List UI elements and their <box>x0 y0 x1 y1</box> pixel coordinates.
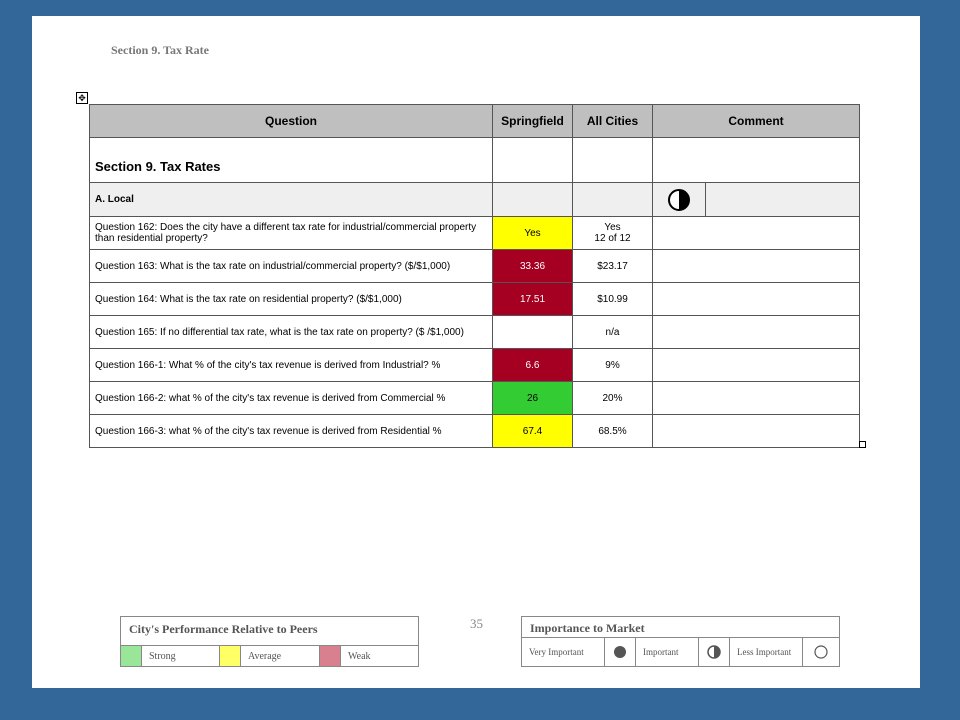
city-value-cell: 33.36 <box>492 249 573 283</box>
table-resize-handle[interactable] <box>859 441 866 448</box>
document-page: Section 9. Tax Rate ✥ Question Springfie… <box>32 16 920 688</box>
importance-legend-title: Importance to Market <box>522 617 839 638</box>
page-number: 35 <box>470 616 483 631</box>
question-cell: Question 166-2: what % of the city's tax… <box>89 381 493 415</box>
very-important-label: Very Important <box>522 638 605 666</box>
table-row: Question 162: Does the city have a diffe… <box>89 216 860 250</box>
average-swatch <box>220 646 241 666</box>
comment-cell[interactable] <box>652 315 860 349</box>
importance-legend: Importance to Market Very Important Impo… <box>521 616 840 667</box>
all-cities-cell: $10.99 <box>572 282 653 316</box>
full-circle-icon <box>614 646 626 658</box>
empty-circle-icon <box>814 645 828 659</box>
city-value-cell: Yes <box>492 216 573 250</box>
strong-label: Strong <box>142 646 220 666</box>
subsection-row: A. Local <box>89 182 860 217</box>
city-value-cell: 17.51 <box>492 282 573 316</box>
all-cities-value: Yes <box>604 222 621 233</box>
all-cities-cell: Yes 12 of 12 <box>572 216 653 250</box>
section-heading: Section 9. Tax Rate <box>111 43 210 57</box>
table-row: Question 163: What is the tax rate on in… <box>89 249 860 283</box>
section-title: Section 9. Tax Rates <box>89 137 493 183</box>
less-important-label: Less Important <box>730 638 803 666</box>
tax-rate-table: Question Springfield All Cities Comment … <box>89 104 860 448</box>
average-label: Average <box>241 646 320 666</box>
header-comment: Comment <box>652 104 860 138</box>
all-cities-cell: 9% <box>572 348 653 382</box>
question-cell: Question 163: What is the tax rate on in… <box>89 249 493 283</box>
city-value-cell: 26 <box>492 381 573 415</box>
city-value-cell <box>492 315 573 349</box>
table-row: Question 166-2: what % of the city's tax… <box>89 381 860 415</box>
comment-cell[interactable] <box>652 414 860 448</box>
importance-cell <box>652 182 860 217</box>
section-title-row: Section 9. Tax Rates <box>89 137 860 183</box>
table-header-row: Question Springfield All Cities Comment <box>89 104 860 138</box>
city-value-cell: 6.6 <box>492 348 573 382</box>
city-value-cell: 67.4 <box>492 414 573 448</box>
header-all-cities: All Cities <box>572 104 653 138</box>
empty-cell <box>572 137 653 183</box>
empty-cell <box>652 137 860 183</box>
comment-cell[interactable] <box>652 216 860 250</box>
all-cities-count: 12 of 12 <box>594 233 631 244</box>
question-cell: Question 166-3: what % of the city's tax… <box>89 414 493 448</box>
comment-cell[interactable] <box>652 381 860 415</box>
performance-legend: City's Performance Relative to Peers Str… <box>120 616 419 667</box>
subsection-label: A. Local <box>89 182 493 217</box>
weak-swatch <box>320 646 341 666</box>
performance-legend-title: City's Performance Relative to Peers <box>121 617 418 646</box>
table-row: Question 165: If no differential tax rat… <box>89 315 860 349</box>
important-label: Important <box>636 638 699 666</box>
all-cities-cell: 68.5% <box>572 414 653 448</box>
question-cell: Question 164: What is the tax rate on re… <box>89 282 493 316</box>
comment-cell[interactable] <box>652 249 860 283</box>
header-question: Question <box>89 104 493 138</box>
table-row: Question 164: What is the tax rate on re… <box>89 282 860 316</box>
all-cities-cell: 20% <box>572 381 653 415</box>
comment-cell[interactable] <box>652 282 860 316</box>
weak-label: Weak <box>348 650 371 662</box>
question-cell: Question 166-1: What % of the city's tax… <box>89 348 493 382</box>
table-row: Question 166-1: What % of the city's tax… <box>89 348 860 382</box>
empty-cell <box>572 182 653 217</box>
question-cell: Question 162: Does the city have a diffe… <box>89 216 493 250</box>
table-row: Question 166-3: what % of the city's tax… <box>89 414 860 448</box>
empty-cell <box>492 137 573 183</box>
header-city: Springfield <box>492 104 573 138</box>
question-cell: Question 165: If no differential tax rat… <box>89 315 493 349</box>
all-cities-cell: $23.17 <box>572 249 653 283</box>
half-circle-icon <box>668 188 690 211</box>
strong-swatch <box>121 646 142 666</box>
comment-cell[interactable] <box>652 348 860 382</box>
half-circle-icon <box>707 645 721 659</box>
table-move-handle-icon[interactable]: ✥ <box>76 92 88 104</box>
all-cities-cell: n/a <box>572 315 653 349</box>
empty-cell <box>492 182 573 217</box>
